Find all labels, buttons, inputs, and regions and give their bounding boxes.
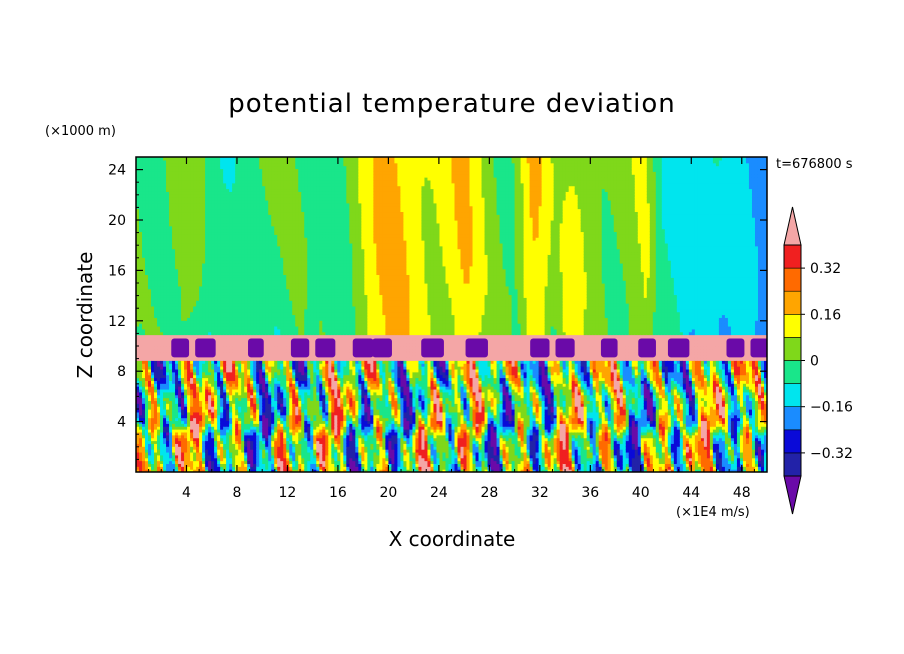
chart-title: potential temperature deviation bbox=[228, 89, 675, 119]
y-unit-label: (×1000 m) bbox=[45, 124, 116, 139]
heatmap-field bbox=[136, 157, 771, 473]
chart: potential temperature deviation (×1000 m… bbox=[0, 0, 904, 654]
time-label: t=676800 s bbox=[776, 157, 853, 172]
